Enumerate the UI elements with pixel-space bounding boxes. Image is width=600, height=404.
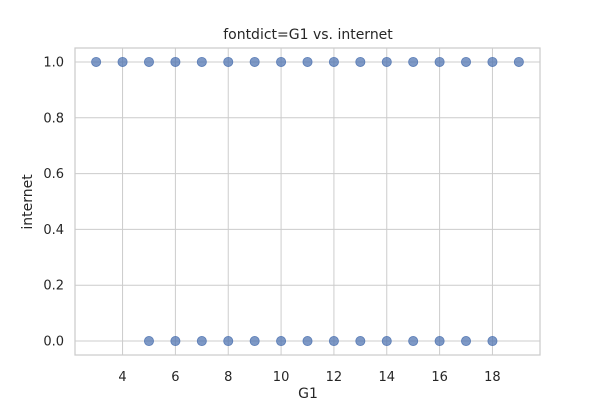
data-point	[487, 56, 498, 67]
data-point	[302, 336, 313, 347]
x-tick-label: 14	[378, 370, 395, 385]
data-point	[381, 336, 392, 347]
x-tick-label: 4	[118, 370, 126, 385]
x-axis-label: G1	[298, 386, 318, 400]
data-point	[328, 336, 339, 347]
data-point	[355, 56, 366, 67]
data-point	[223, 336, 234, 347]
data-point	[381, 56, 392, 67]
x-tick-labels: 4 6 8 10 12 14 16 18	[118, 370, 500, 385]
data-point	[408, 336, 419, 347]
plot-frame	[74, 47, 541, 356]
data-point	[487, 336, 498, 347]
data-point	[249, 336, 260, 347]
data-point	[91, 56, 102, 67]
data-point	[170, 336, 181, 347]
x-tick-label: 6	[171, 370, 179, 385]
data-point	[302, 56, 313, 67]
y-tick-label: 1.0	[43, 55, 64, 70]
x-tick-label: 8	[224, 370, 232, 385]
y-tick-label: 0.6	[43, 167, 64, 182]
data-point	[408, 56, 419, 67]
y-axis-label: internet	[20, 174, 36, 230]
data-point	[143, 336, 154, 347]
y-tick-labels: 0.0 0.2 0.4 0.6 0.8 1.0	[43, 55, 64, 349]
x-tick-label: 16	[431, 370, 448, 385]
y-tick-label: 0.8	[43, 111, 64, 126]
data-point	[328, 56, 339, 67]
data-points	[91, 56, 524, 347]
y-tick-label: 0.2	[43, 279, 64, 294]
data-point	[223, 56, 234, 67]
x-tick-label: 10	[273, 370, 290, 385]
data-point	[355, 336, 366, 347]
data-point	[434, 336, 445, 347]
data-point	[434, 56, 445, 67]
data-point	[170, 56, 181, 67]
x-tick-label: 18	[484, 370, 501, 385]
chart-title: fontdict=G1 vs. internet	[223, 27, 393, 43]
data-point	[276, 336, 287, 347]
data-point	[513, 56, 524, 67]
data-point	[143, 56, 154, 67]
data-point	[196, 56, 207, 67]
x-tick-label: 12	[326, 370, 343, 385]
data-point	[249, 56, 260, 67]
data-point	[461, 336, 472, 347]
y-tick-label: 0.0	[43, 335, 64, 350]
data-point	[196, 336, 207, 347]
data-point	[461, 56, 472, 67]
data-point	[117, 56, 128, 67]
data-point	[276, 56, 287, 67]
y-tick-label: 0.4	[43, 223, 64, 238]
